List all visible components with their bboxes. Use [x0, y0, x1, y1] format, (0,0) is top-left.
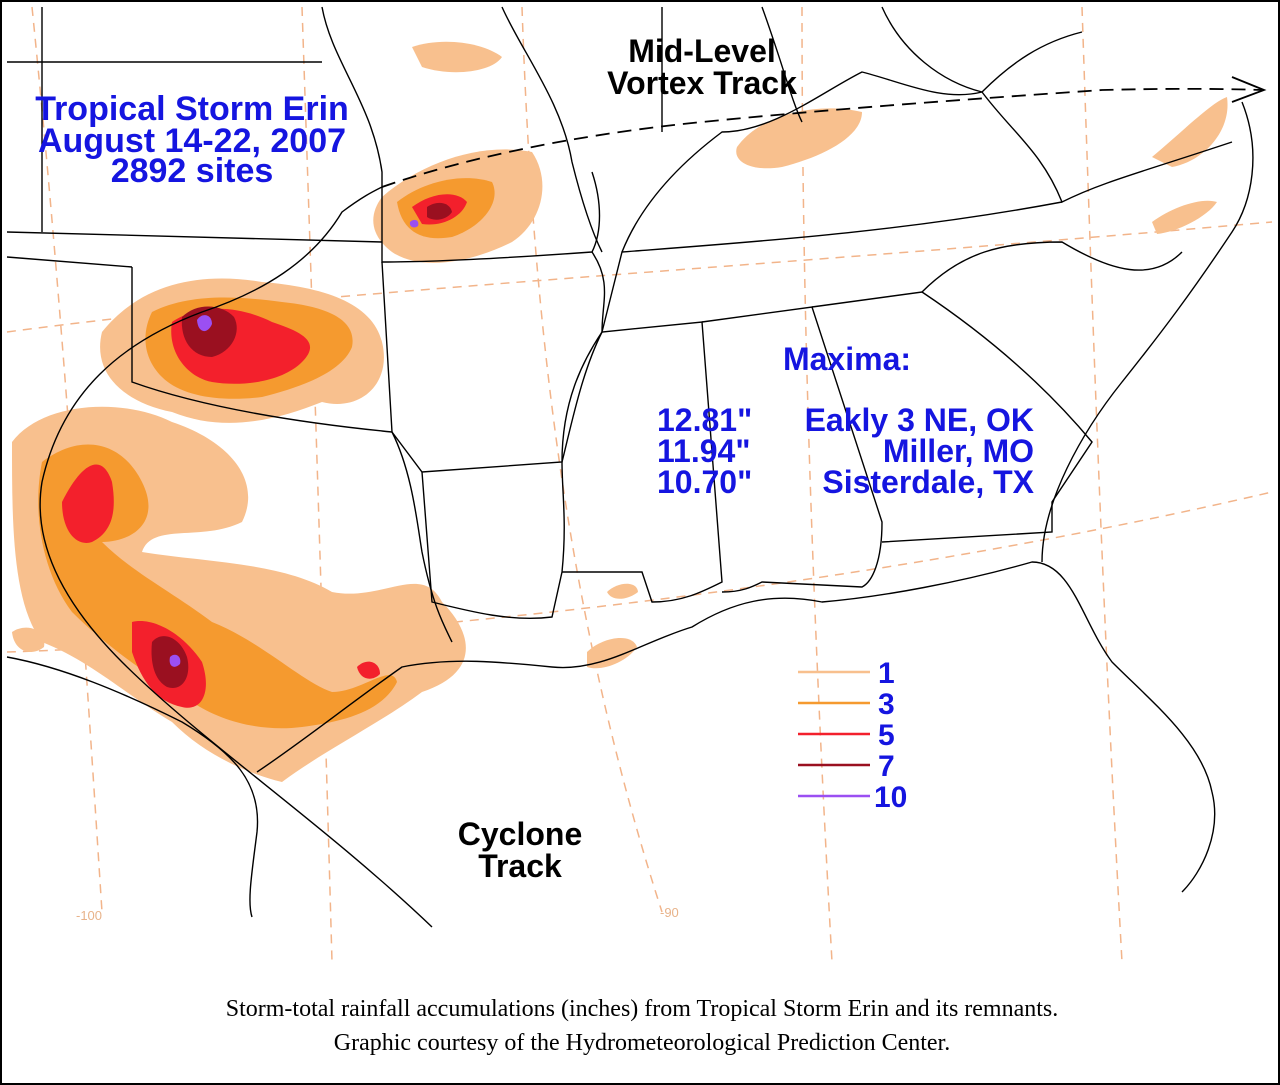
- rain-1in-gulf: [587, 637, 637, 669]
- rain-5in-houston: [357, 661, 380, 679]
- coastline: [6, 101, 1254, 918]
- legend-label-1: 1: [878, 657, 895, 690]
- border-ark: [381, 251, 606, 473]
- longitude-label-100: -100: [76, 908, 102, 923]
- maxima-amount-2: 11.94": [657, 433, 750, 469]
- figure-caption: Storm-total rainfall accumulations (inch…: [62, 992, 1222, 1060]
- maxima-amount-1: 12.81": [657, 402, 752, 438]
- cyclone-track-label-line1: Cyclone: [458, 816, 582, 852]
- border-oh-wv: [881, 6, 1083, 93]
- rainfall-map: -100 -90 Tropical Storm Erin August 14-2…: [6, 6, 1273, 963]
- border-ms: [561, 321, 723, 603]
- legend-label-3: 3: [878, 688, 895, 721]
- rain-1in-nc: [1152, 200, 1217, 234]
- title-site-count: 2892 sites: [111, 152, 274, 190]
- rain-10in-missouri: [409, 219, 419, 228]
- maxima-heading: Maxima:: [783, 341, 911, 377]
- border-mo-outline: [321, 6, 601, 263]
- rain-5in-texas-west: [62, 464, 114, 543]
- caption-line-2: Graphic courtesy of the Hydrometeorologi…: [333, 1030, 951, 1056]
- legend-label-5: 5: [878, 719, 895, 752]
- maxima-location-2: Miller, MO: [883, 433, 1034, 469]
- border-ga: [811, 291, 1093, 543]
- map-title: Tropical Storm Erin August 14-22, 2007 2…: [35, 90, 349, 190]
- border-al: [701, 306, 883, 593]
- rain-1in-la: [607, 583, 638, 599]
- rain-1in-iowa: [412, 41, 502, 73]
- storm-tracks: [39, 76, 1267, 928]
- border-nc-sc: [921, 241, 1183, 293]
- state-borders: [6, 6, 1254, 918]
- rain-10in-oklahoma: [197, 315, 212, 332]
- rain-1in-va-coast: [1152, 97, 1228, 167]
- vortex-track: [381, 87, 1263, 188]
- rain-7in-oklahoma: [181, 306, 237, 357]
- rainfall-shading: [12, 41, 1228, 782]
- cyclone-track-label-line2: Track: [478, 848, 562, 884]
- border-va: [981, 91, 1233, 203]
- vortex-track-arrow: [1231, 76, 1267, 103]
- caption-line-1: Storm-total rainfall accumulations (inch…: [225, 996, 1059, 1022]
- rainfall-legend: 1 3 5 7 10: [798, 657, 907, 814]
- rain-10in-texas: [169, 654, 181, 667]
- legend-label-7: 7: [878, 750, 895, 783]
- border-il-in: [501, 6, 803, 253]
- border-tn: [601, 201, 1063, 333]
- rain-1in-ohio-valley: [736, 108, 862, 169]
- rain-3in-texas: [38, 444, 397, 729]
- rain-1in-far-west: [12, 627, 45, 652]
- legend-label-10: 10: [874, 781, 907, 814]
- maxima-location-1: Eakly 3 NE, OK: [805, 402, 1034, 438]
- maxima-location-3: Sisterdale, TX: [822, 464, 1034, 500]
- cyclone-track: [39, 186, 433, 928]
- border-ks-ne: [7, 7, 322, 232]
- maxima-panel: Maxima: 12.81" Eakly 3 NE, OK 11.94" Mil…: [657, 341, 1035, 500]
- vortex-track-label-line1: Mid-Level: [628, 33, 776, 69]
- rain-7in-missouri: [427, 202, 452, 220]
- longitude-label-90: -90: [660, 905, 679, 920]
- vortex-track-label-line2: Vortex Track: [607, 65, 797, 101]
- border-la: [421, 461, 565, 620]
- border-ok-ks: [6, 231, 383, 243]
- title-storm-name: Tropical Storm Erin: [35, 90, 349, 128]
- border-nm: [6, 256, 133, 268]
- border-ky: [621, 71, 983, 253]
- title-dates: August 14-22, 2007: [38, 122, 346, 160]
- maxima-amount-3: 10.70": [657, 464, 752, 500]
